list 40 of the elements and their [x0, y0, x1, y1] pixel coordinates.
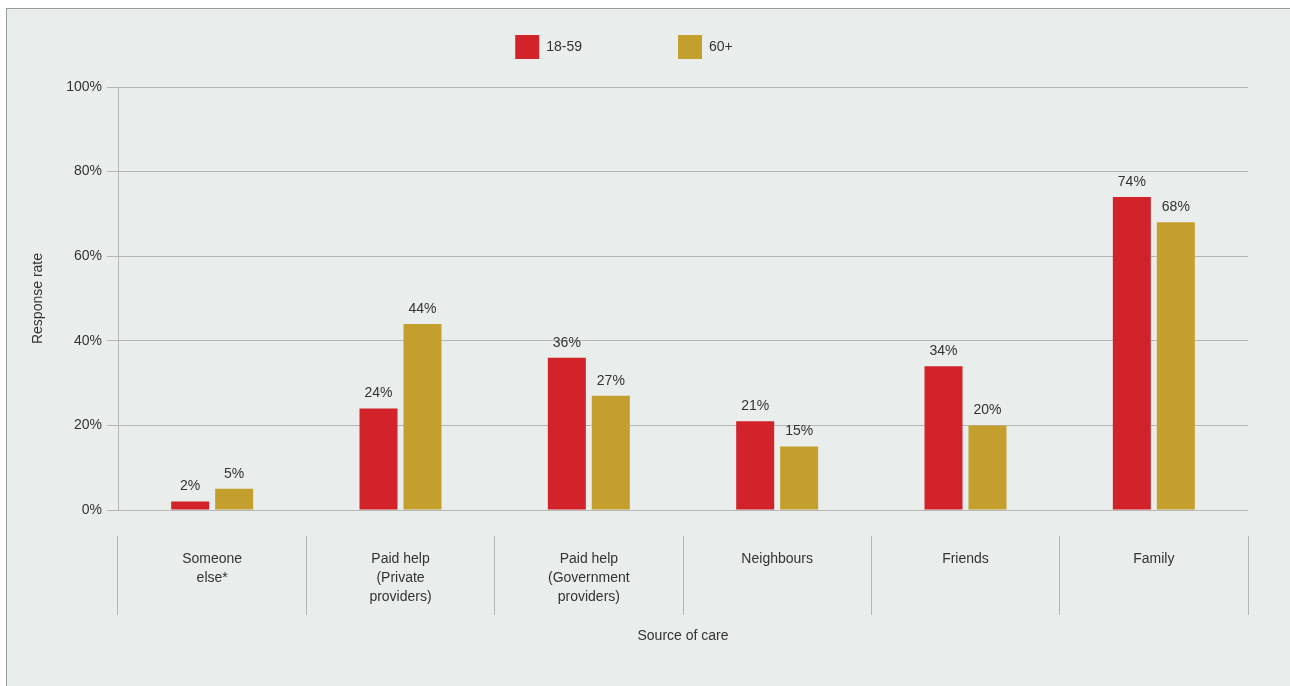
data-label: 36% — [552, 333, 581, 350]
data-label: 5% — [224, 464, 245, 481]
data-label: 20% — [973, 401, 1002, 418]
bar — [1112, 196, 1151, 510]
x-tick-label: Someone else* — [182, 550, 243, 586]
x-tick-label: Friends — [942, 550, 989, 567]
y-tick-label: 20% — [73, 416, 102, 433]
bar — [591, 395, 630, 510]
y-tick-label: 80% — [73, 162, 102, 179]
bar — [780, 446, 819, 510]
y-axis-title: Response rate — [29, 252, 46, 345]
x-tick-label: Paid help (Private providers) — [369, 550, 432, 605]
data-label: 27% — [596, 371, 625, 388]
bar — [968, 425, 1007, 510]
x-axis-title: Source of care — [637, 627, 729, 644]
bar — [403, 323, 442, 510]
bar — [547, 357, 586, 510]
bar — [171, 501, 210, 510]
data-label: 24% — [364, 384, 393, 401]
bar — [924, 366, 963, 510]
y-tick-label: 60% — [73, 247, 102, 264]
y-tick-label: 40% — [73, 331, 102, 348]
data-label: 44% — [408, 299, 437, 316]
data-label: 74% — [1117, 172, 1146, 189]
data-label: 15% — [785, 422, 814, 439]
x-tick-label: Paid help (Government providers) — [547, 550, 630, 605]
bar — [736, 421, 775, 510]
data-label: 34% — [929, 342, 958, 359]
bar — [359, 408, 398, 510]
y-tick-label: 0% — [81, 500, 102, 517]
x-tick-label: Neighbours — [741, 550, 813, 567]
data-label: 68% — [1161, 198, 1190, 215]
bar — [215, 488, 254, 510]
x-tick-label: Family — [1133, 550, 1175, 567]
y-tick-label: 100% — [66, 77, 102, 94]
legend-label: 60+ — [709, 37, 733, 54]
data-label: 2% — [180, 477, 201, 494]
legend-label: 18-59 — [546, 37, 583, 54]
data-label: 21% — [741, 397, 770, 414]
bar — [1156, 222, 1195, 510]
